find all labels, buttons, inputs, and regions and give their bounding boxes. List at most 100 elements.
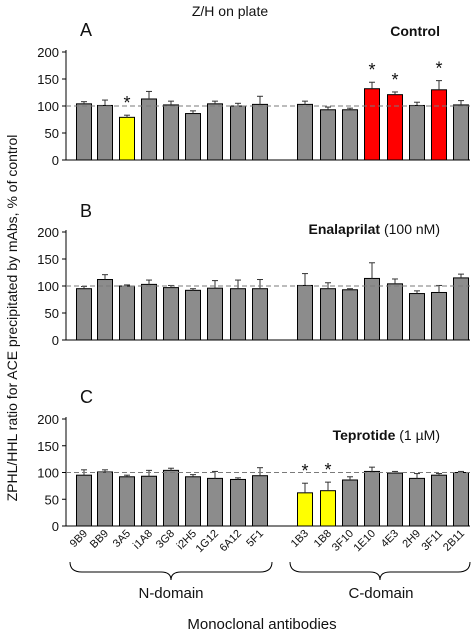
bar-5F1 xyxy=(252,475,268,527)
bar-BB9 xyxy=(97,279,113,341)
bar-1E10 xyxy=(364,277,380,341)
y-tick-label: 50 xyxy=(45,126,59,141)
panel-C: C Teprotide (1 µM) 0 50 100 150 200 * * xyxy=(37,387,470,534)
bar-6A12 xyxy=(230,478,246,527)
bar-i1A8 xyxy=(141,283,157,341)
x-tick-label: i1A8 xyxy=(131,528,155,552)
significance-asterisk: * xyxy=(435,59,442,79)
x-tick-label: 5F1 xyxy=(244,528,266,550)
bar-9B9 xyxy=(76,103,92,161)
bar-4E3 xyxy=(387,94,403,161)
bar-BB9 xyxy=(97,471,113,527)
bar-1B3 xyxy=(297,103,313,161)
panel-letter: C xyxy=(80,387,93,407)
bar-6A12 xyxy=(230,288,246,341)
panel-title-concentration: (100 nM) xyxy=(380,221,440,237)
bar-BB9 xyxy=(97,104,113,161)
y-tick-label: 100 xyxy=(37,466,59,481)
significance-asterisk: * xyxy=(391,70,398,90)
bar-9B9 xyxy=(76,474,92,527)
bar-1B3 xyxy=(297,284,313,341)
x-tick-label: 9B9 xyxy=(68,528,90,550)
panel-A: A Control 0 50 100 150 200 * * * * xyxy=(37,20,470,168)
panel-B: B Enalaprilat (100 nM) 0 50 100 150 200 xyxy=(37,201,470,348)
significance-asterisk: * xyxy=(324,460,331,480)
bar-2H9 xyxy=(409,293,425,341)
significance-asterisk: * xyxy=(301,461,308,481)
x-tick-label: 1B3 xyxy=(289,528,311,550)
y-tick-label: 50 xyxy=(45,492,59,507)
bar-5F1 xyxy=(252,288,268,341)
y-tick-label: 100 xyxy=(37,99,59,114)
bar-3G8 xyxy=(163,469,179,527)
significance-asterisk: * xyxy=(368,60,375,80)
bar-1G12 xyxy=(207,477,223,527)
bar-1B8 xyxy=(320,490,336,527)
bar-i2H5 xyxy=(185,289,201,341)
bar-3A5 xyxy=(119,285,135,341)
n-domain-label: N-domain xyxy=(138,585,203,602)
x-tick-label: 1E10 xyxy=(351,528,378,555)
bar-9B9 xyxy=(76,288,92,341)
bar-i1A8 xyxy=(141,475,157,527)
panel-title: Teprotide (1 µM) xyxy=(333,427,440,443)
panel-title: Enalaprilat (100 nM) xyxy=(308,221,440,237)
bar-i1A8 xyxy=(141,98,157,161)
x-tick-label: 6A12 xyxy=(217,528,244,555)
x-tick-label: BB9 xyxy=(88,528,111,551)
y-tick-label: 150 xyxy=(37,252,59,267)
y-tick-label: 150 xyxy=(37,439,59,454)
chart-panels: A Control 0 50 100 150 200 * * * * B Enalaprilat (10… xyxy=(37,20,470,534)
y-tick-label: 150 xyxy=(37,72,59,87)
y-tick-label: 50 xyxy=(45,306,59,321)
y-tick-label: 0 xyxy=(52,333,59,348)
y-tick-label: 200 xyxy=(37,412,59,427)
panel-title-treatment: Control xyxy=(390,23,440,39)
panel-title: Control xyxy=(390,23,440,39)
bar-2B11 xyxy=(453,472,469,527)
bar-5F1 xyxy=(252,103,268,161)
x-tick-label: 2H9 xyxy=(400,528,423,551)
c-domain-label: C-domain xyxy=(348,585,413,602)
bar-6A12 xyxy=(230,105,246,161)
y-tick-label: 0 xyxy=(52,153,59,168)
bar-3G8 xyxy=(163,104,179,161)
bar-i2H5 xyxy=(185,113,201,161)
bar-2H9 xyxy=(409,477,425,527)
panel-title-concentration: (1 µM) xyxy=(395,427,440,443)
figure-title: Z/H on plate xyxy=(192,3,268,19)
y-tick-label: 200 xyxy=(37,225,59,240)
bar-1G12 xyxy=(207,103,223,161)
c-domain-brace xyxy=(289,561,471,581)
panel-letter: B xyxy=(80,201,92,221)
bar-3F11 xyxy=(431,474,447,527)
x-tick-label: 3F10 xyxy=(330,528,356,554)
bar-2B11 xyxy=(453,277,469,341)
bar-i2H5 xyxy=(185,476,201,527)
x-tick-label: 3F11 xyxy=(419,528,445,554)
bar-3F10 xyxy=(342,479,358,527)
panel-title-treatment: Teprotide xyxy=(333,427,396,443)
panel-title-treatment: Enalaprilat xyxy=(308,221,380,237)
bar-2B11 xyxy=(453,104,469,161)
x-tick-label: 1G12 xyxy=(194,528,222,556)
bar-1G12 xyxy=(207,287,223,341)
bar-3A5 xyxy=(119,476,135,527)
y-tick-label: 100 xyxy=(37,279,59,294)
significance-asterisk: * xyxy=(123,93,130,113)
y-axis-label: ZPHL/HHL ratio for ACE precipitated by m… xyxy=(4,135,20,502)
bar-4E3 xyxy=(387,283,403,341)
x-tick-label: 2B11 xyxy=(441,528,467,554)
x-tick-label: 3G8 xyxy=(154,528,177,551)
bar-3F11 xyxy=(431,291,447,341)
bar-2H9 xyxy=(409,104,425,161)
bar-1B8 xyxy=(320,109,336,161)
bar-3G8 xyxy=(163,287,179,341)
bar-3F10 xyxy=(342,109,358,161)
bar-4E3 xyxy=(387,472,403,527)
x-axis-label: Monoclonal antibodies xyxy=(187,616,336,633)
x-tick-label: 3A5 xyxy=(111,528,133,550)
bar-1E10 xyxy=(364,88,380,161)
